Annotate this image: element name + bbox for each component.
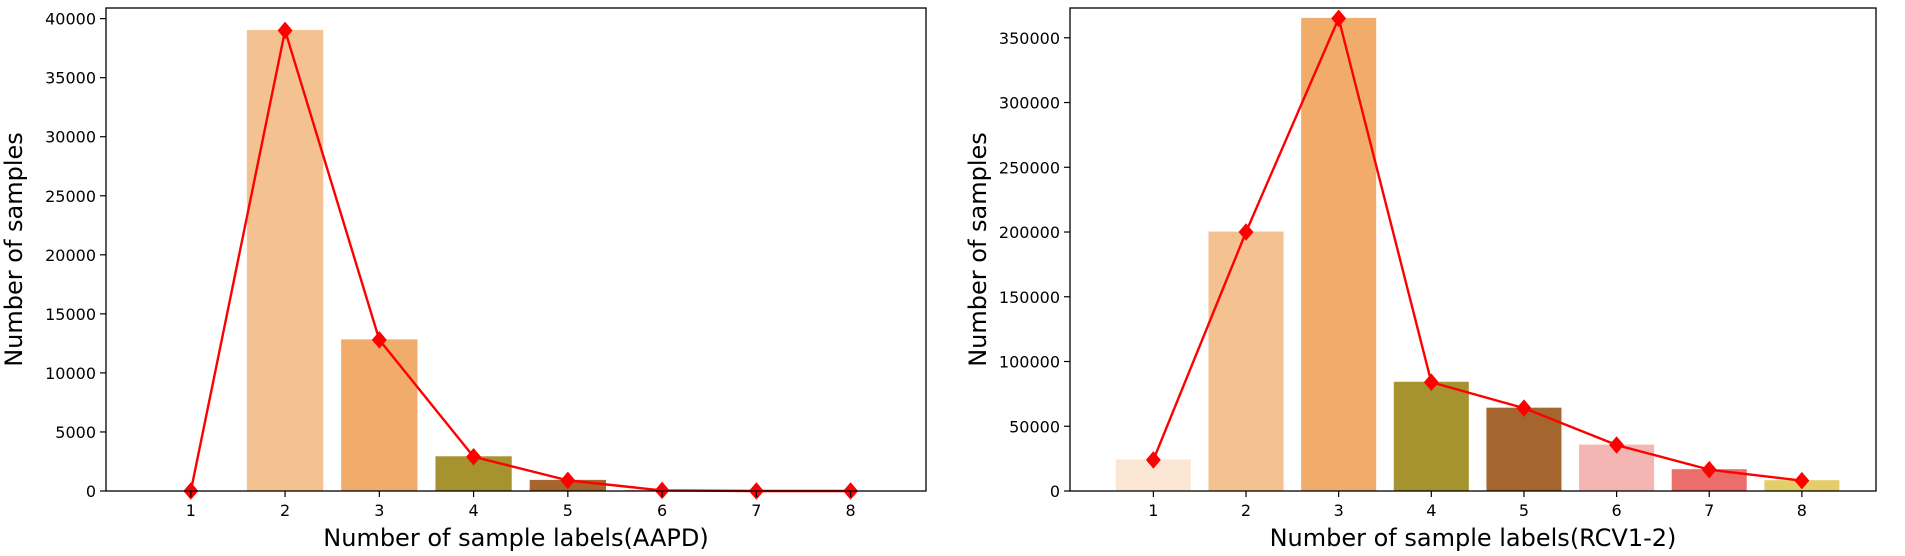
- bar-5: [1486, 407, 1562, 492]
- chart-panel-rcv1-2: 1 2 3 4 5 6 7 8 0 50000 100000 150000 200000 250000 30…: [964, 7, 1877, 552]
- x-tick-label: 7: [751, 501, 761, 520]
- bar-2: [1208, 231, 1284, 492]
- series-line: [1152, 17, 1803, 482]
- y-tick-label: 250000: [999, 158, 1060, 177]
- y-tick-label: 200000: [999, 223, 1060, 242]
- y-tick-label: 350000: [999, 29, 1060, 48]
- line-point-3: [371, 331, 387, 349]
- bar-3: [1301, 17, 1377, 492]
- line-point-4: [466, 447, 482, 466]
- x-tick-label: 5: [1519, 501, 1529, 520]
- x-tick-label: 2: [1241, 501, 1251, 520]
- y-tick-label: 100000: [999, 353, 1060, 372]
- x-tick-label: 6: [657, 501, 667, 520]
- bar-2: [246, 29, 324, 492]
- plot-frame: [105, 7, 927, 492]
- x-tick-label: 8: [1797, 501, 1807, 520]
- x-axis-title: Number of sample labels(RCV1-2): [1270, 524, 1677, 552]
- y-tick-label: 300000: [999, 94, 1060, 113]
- line-point-2: [277, 21, 293, 40]
- line-point-6: [1609, 436, 1625, 454]
- y-tick-label: 35000: [45, 69, 96, 88]
- y-tick-label: 15000: [45, 305, 96, 324]
- y-tick-label: 30000: [45, 128, 96, 147]
- x-axis-title: Number of sample labels(AAPD): [323, 524, 708, 552]
- x-tick-label: 3: [1334, 501, 1344, 520]
- x-tick-label: 2: [280, 501, 290, 520]
- x-tick-label: 6: [1612, 501, 1622, 520]
- x-tick-label: 7: [1704, 501, 1714, 520]
- y-axis-title: Number of samples: [0, 132, 28, 367]
- y-tick-label: 50000: [1009, 417, 1060, 436]
- x-tick-label: 4: [468, 501, 478, 520]
- y-tick-label: 40000: [45, 10, 96, 29]
- x-tick-label: 8: [846, 501, 856, 520]
- y-tick-label: 5000: [55, 423, 96, 442]
- line-point-7: [1701, 460, 1717, 479]
- line-point-3: [1331, 9, 1347, 28]
- y-tick-label: 25000: [45, 187, 96, 206]
- x-tick-label: 3: [374, 501, 384, 520]
- y-tick-label: 10000: [45, 364, 96, 383]
- bar-4: [1393, 381, 1469, 492]
- y-tick-label: 0: [1050, 482, 1060, 501]
- x-tick-label: 1: [186, 501, 196, 520]
- line-point-4: [1423, 373, 1439, 391]
- line-point-8: [1794, 471, 1810, 490]
- line-point-1: [1145, 451, 1161, 469]
- bar-3: [341, 339, 418, 492]
- line-point-2: [1238, 223, 1254, 241]
- y-axis-title: Number of samples: [964, 132, 992, 367]
- chart-panel-aapd: 1 2 3 4 5 6 7 8 0 5000 10000 15000 20000 25000 30000 35…: [0, 7, 927, 552]
- y-tick-label: 150000: [999, 288, 1060, 307]
- plot-frame: [1069, 7, 1877, 492]
- y-tick-label: 0: [86, 482, 96, 501]
- y-tick-label: 20000: [45, 246, 96, 265]
- x-tick-label: 1: [1148, 501, 1158, 520]
- line-point-5: [1516, 399, 1532, 417]
- x-tick-label: 5: [563, 501, 573, 520]
- line-point-5: [560, 471, 576, 490]
- x-tick-label: 4: [1426, 501, 1436, 520]
